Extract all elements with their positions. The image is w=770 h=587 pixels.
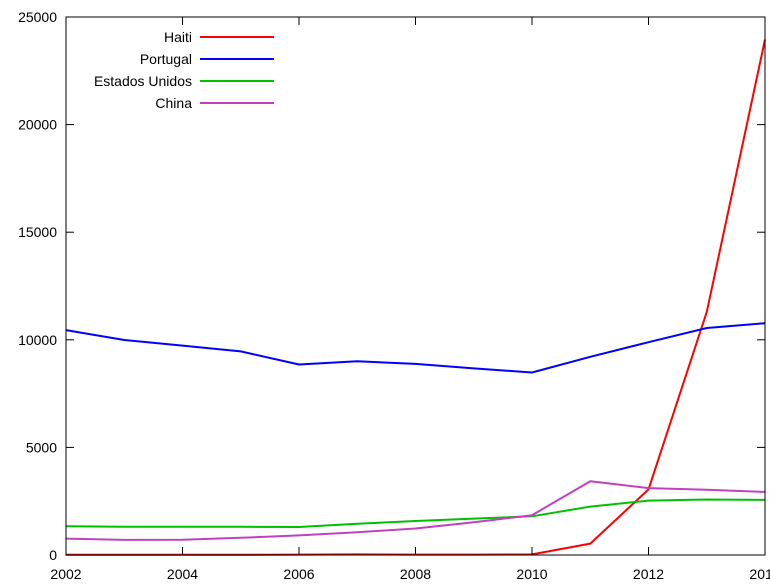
series-line-china <box>65 480 766 541</box>
legend-label: Haiti <box>164 29 192 45</box>
y-tick-label: 15000 <box>18 224 57 240</box>
y-tick-label: 10000 <box>18 332 57 348</box>
y-tick-label: 25000 <box>18 9 57 25</box>
legend-label: Estados Unidos <box>94 73 192 89</box>
x-tick-label: 2008 <box>400 566 431 582</box>
y-tick-label: 5000 <box>26 439 57 455</box>
x-tick-label: 2012 <box>633 566 664 582</box>
x-tick-label: 2010 <box>516 566 547 582</box>
x-tick-label: 2006 <box>283 566 314 582</box>
series-line-portugal <box>65 322 766 374</box>
legend-label: China <box>155 95 192 111</box>
y-axis-tick-labels: 0 5000 10000 15000 20000 25000 <box>18 9 57 563</box>
x-tick-label: 2002 <box>50 566 81 582</box>
series-lines <box>65 39 766 556</box>
x-axis-tick-labels: 2002 2004 2006 2008 2010 2012 2014 <box>50 566 770 582</box>
y-tick-label: 0 <box>49 547 57 563</box>
series-line-haiti <box>66 39 766 556</box>
x-tick-label: 2014 <box>749 566 770 582</box>
series-line-estados-unidos <box>65 498 766 528</box>
legend: Haiti Portugal Estados Unidos China <box>94 29 274 111</box>
y-tick-label: 20000 <box>18 117 57 133</box>
axis-ticks <box>65 16 766 556</box>
x-tick-label: 2004 <box>167 566 198 582</box>
legend-label: Portugal <box>140 51 192 67</box>
